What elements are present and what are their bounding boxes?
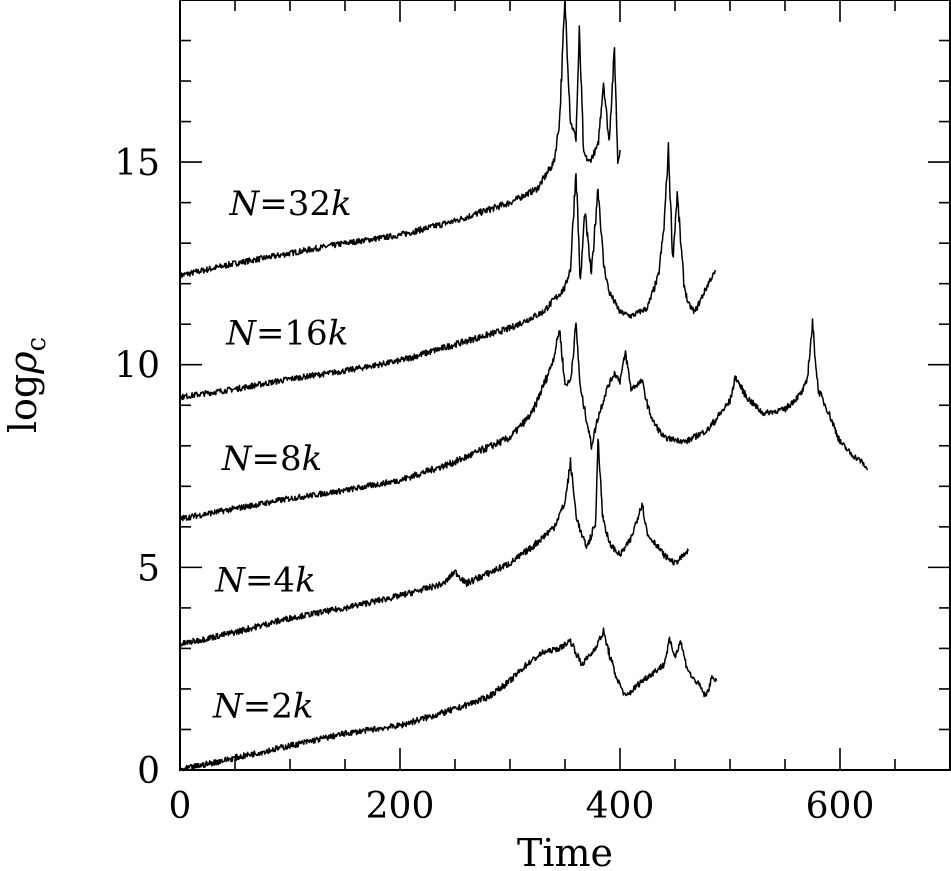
series-label: N=32k — [229, 184, 352, 224]
y-tick-label: 15 — [114, 143, 160, 184]
x-tick-label: 0 — [169, 786, 192, 827]
series-line — [179, 627, 718, 772]
y-tick-labels: 0 5 10 15 — [114, 143, 160, 792]
x-tick-label: 600 — [806, 786, 875, 827]
x-axis-title: Time — [517, 831, 613, 871]
y-axis-title-log: log — [1, 374, 45, 433]
series-label: N=8k — [221, 439, 322, 479]
series-line — [179, 438, 689, 648]
series-line — [179, 141, 717, 401]
x-tick-label: 200 — [366, 786, 435, 827]
series-labels: N=32k N=16k N=8k N=4k N=2k — [212, 184, 352, 727]
y-tick-label: 5 — [137, 548, 160, 589]
series-label: N=16k — [225, 313, 348, 353]
series-lines — [179, 0, 869, 772]
y-axis-title-subscript: c — [22, 337, 52, 352]
series-line — [179, 318, 869, 522]
x-tick-label: 400 — [586, 786, 655, 827]
y-tick-label: 0 — [137, 751, 160, 792]
series-label: N=4k — [214, 561, 315, 601]
series-label: N=2k — [212, 686, 313, 726]
y-tick-label: 10 — [114, 346, 160, 387]
y-axis-title: logρc — [1, 337, 52, 433]
x-tick-labels: 0 200 400 600 — [169, 786, 875, 827]
series-line — [179, 0, 621, 280]
y-axis-title-rho: ρ — [1, 351, 45, 375]
axis-ticks — [179, 0, 951, 771]
